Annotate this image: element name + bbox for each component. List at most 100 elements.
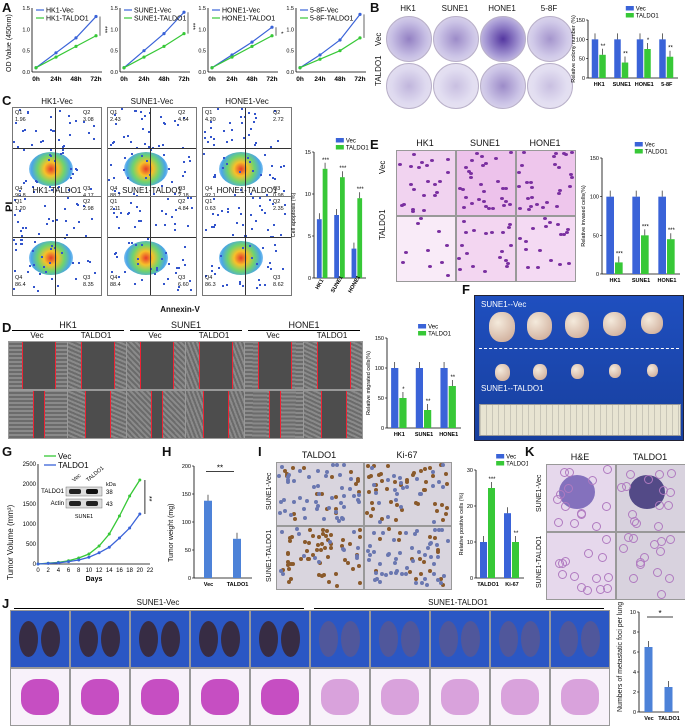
c-plot: Q1 0.63 Q2 2.35 Q4 86.3 Q3 8.62: [202, 196, 292, 296]
i-cell: [279, 569, 283, 573]
e-field-SUNE1-Vec: [456, 150, 516, 216]
c-event: [108, 179, 110, 181]
i-cell: [368, 544, 372, 548]
i-cell: [384, 573, 388, 577]
c-event: [54, 130, 56, 132]
x-label-HK1: HK1: [394, 432, 405, 438]
i-cell: [281, 568, 285, 572]
i-cell: [291, 562, 295, 566]
y-tick-label: 100: [375, 366, 384, 372]
panel-label-b: B: [370, 0, 380, 15]
i-cell: [335, 463, 339, 467]
c-event: [33, 286, 35, 288]
y-tick-label: 150: [182, 492, 191, 498]
i-cell: [311, 534, 315, 538]
i-cell: [278, 511, 282, 515]
i-cell: [328, 540, 332, 544]
y-tick-label: 0: [596, 272, 599, 278]
e-cell: [545, 201, 549, 204]
c-event: [34, 241, 36, 243]
e-cell: [554, 152, 558, 155]
k-row-SUNE1-Vec: SUNE1-Vec: [536, 474, 543, 512]
a-ytick: 1.0: [110, 27, 118, 33]
e-cell: [559, 233, 563, 236]
e-cell: [472, 229, 476, 232]
i-cell: [319, 548, 323, 552]
c-event: [148, 131, 150, 133]
i-cell: [394, 498, 398, 502]
c-event: [256, 287, 258, 289]
c-event: [118, 192, 120, 194]
c-plot: Q1 1.20 Q2 2.98 Q4 86.4 Q3 8.35: [12, 196, 102, 296]
k-alveolus: [577, 509, 586, 518]
i-cell: [321, 532, 325, 536]
c-event: [213, 138, 215, 140]
a-ytick: 0.0: [198, 70, 206, 76]
c-gate-v: [245, 197, 246, 295]
i-cell: [346, 561, 350, 565]
c-event: [168, 168, 170, 170]
e-cell: [501, 231, 505, 234]
k-field-TALDO1-SUNE1-Vec: [616, 464, 685, 532]
i-cell: [414, 581, 418, 585]
c-event: [154, 273, 156, 275]
i-cell: [322, 573, 326, 577]
c-event: [57, 285, 59, 287]
j-lung-section: [21, 679, 59, 715]
j-lung-section: [441, 679, 479, 715]
c-event: [234, 194, 236, 196]
bar-5-8F-TALDO1: [666, 56, 674, 78]
c-event: [20, 239, 22, 241]
e-cell: [446, 171, 450, 174]
c-event: [269, 262, 271, 264]
c-event: [133, 193, 135, 195]
e-cell: [425, 164, 429, 167]
e-cell: [426, 180, 430, 183]
e-cell: [484, 232, 488, 235]
e-cell: [467, 170, 471, 173]
a-xtick: 0h: [32, 76, 40, 83]
k-alveolus: [666, 535, 675, 544]
a-xtick: 48h: [70, 76, 81, 83]
c-quad-label: Q4 88.4: [110, 275, 121, 288]
c-event: [118, 276, 120, 278]
e-cell: [524, 248, 528, 251]
i-cell: [386, 464, 390, 468]
i-cell: [378, 562, 382, 566]
e-cell: [401, 261, 405, 264]
e-cell: [507, 226, 511, 229]
bar-TALDO1-val: [664, 687, 673, 712]
i-cell: [357, 493, 361, 497]
i-cell: [436, 578, 440, 582]
c-event: [254, 144, 256, 146]
y-tick-label: 10: [305, 192, 311, 198]
c-event: [214, 273, 216, 275]
c-event: [144, 143, 146, 145]
c-event: [250, 193, 252, 195]
i-cell: [313, 556, 317, 560]
x-label-TALDO1: TALDO1: [477, 582, 499, 588]
i-cell: [374, 488, 378, 492]
c-quad-label: Q1 0.63: [205, 199, 216, 212]
d-image: [185, 341, 245, 390]
i-cell: [446, 539, 450, 543]
c-event: [239, 171, 241, 173]
j-lung-right: [401, 621, 420, 657]
g-blot-band: [86, 501, 98, 506]
i-cell: [428, 535, 432, 539]
a-ytick: 1.0: [198, 27, 206, 33]
a-point: [122, 66, 126, 70]
i-cell: [437, 528, 441, 532]
i-cell: [411, 559, 415, 563]
i-cell: [343, 558, 347, 562]
c-event: [120, 212, 122, 214]
i-cell: [335, 516, 339, 520]
c-plot: Q1 2.11 Q2 4.84 Q4 88.4 Q3 6.60: [107, 196, 197, 296]
i-cell: [352, 494, 356, 498]
a-line-HK1-Vec: [35, 16, 97, 69]
c-event: [253, 121, 255, 123]
a-xtick: 0h: [120, 76, 128, 83]
bar-HK1-TALDO1: [599, 54, 606, 78]
f-tumor-taldo1: [533, 364, 547, 380]
sig-star: ***: [339, 166, 347, 172]
